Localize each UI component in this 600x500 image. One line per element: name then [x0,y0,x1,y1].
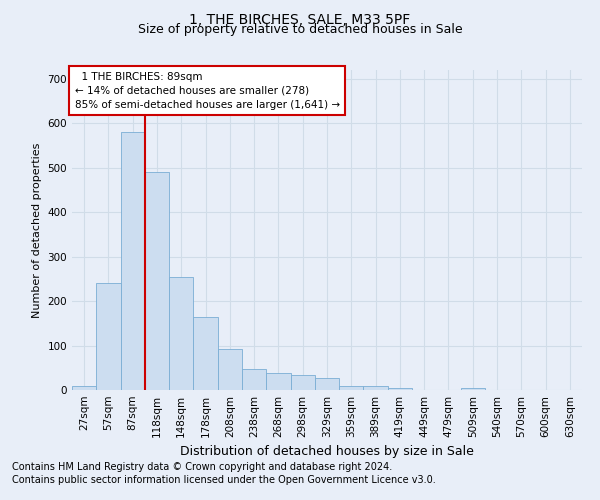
Bar [364,386,388,390]
Bar [218,348,242,390]
Text: 1, THE BIRCHES, SALE, M33 5PF: 1, THE BIRCHES, SALE, M33 5PF [190,12,410,26]
Bar [339,386,364,390]
Bar [145,172,169,390]
Text: Contains HM Land Registry data © Crown copyright and database right 2024.: Contains HM Land Registry data © Crown c… [12,462,392,472]
Bar [169,276,193,390]
Bar [242,368,266,390]
Bar [290,376,315,390]
Bar [315,378,339,390]
Text: Size of property relative to detached houses in Sale: Size of property relative to detached ho… [137,22,463,36]
Bar [96,284,121,390]
Bar [266,373,290,390]
Bar [193,316,218,390]
X-axis label: Distribution of detached houses by size in Sale: Distribution of detached houses by size … [180,446,474,458]
Bar [388,388,412,390]
Y-axis label: Number of detached properties: Number of detached properties [32,142,42,318]
Text: Contains public sector information licensed under the Open Government Licence v3: Contains public sector information licen… [12,475,436,485]
Bar [461,388,485,390]
Text: 1 THE BIRCHES: 89sqm
← 14% of detached houses are smaller (278)
85% of semi-deta: 1 THE BIRCHES: 89sqm ← 14% of detached h… [74,72,340,110]
Bar [72,386,96,390]
Bar [121,132,145,390]
